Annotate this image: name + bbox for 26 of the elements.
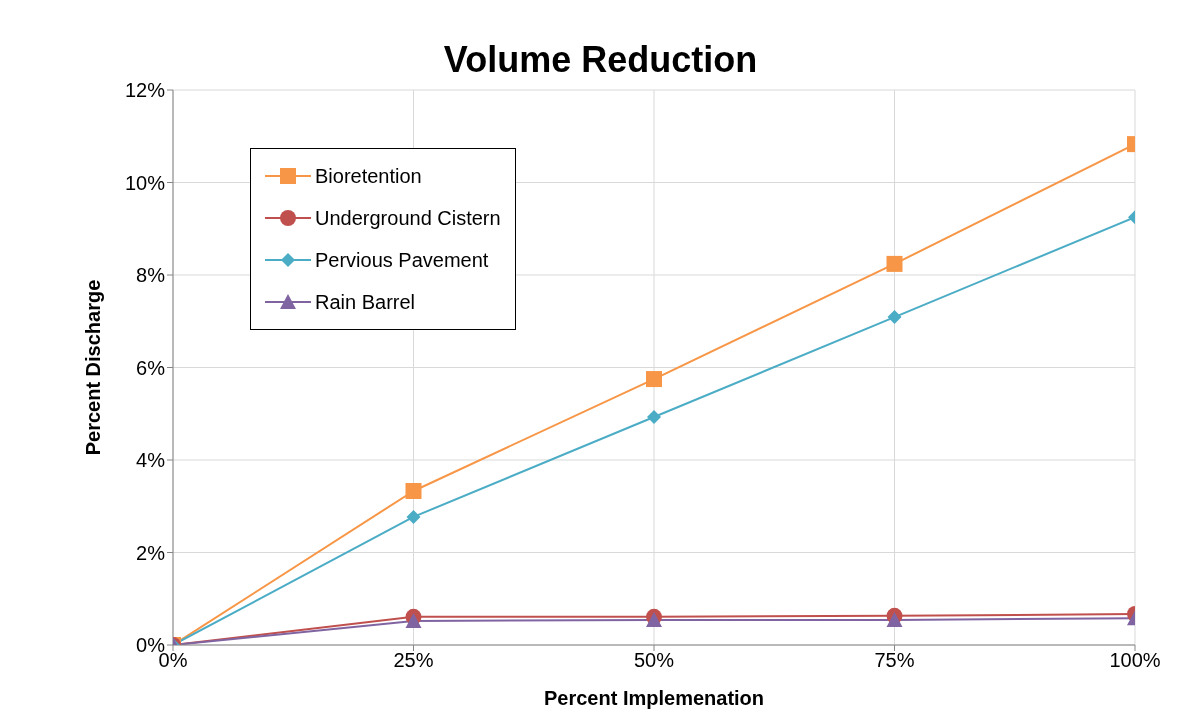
x-axis-title: Percent Implemenation bbox=[543, 687, 765, 709]
point bbox=[646, 612, 662, 628]
x-tick-label: 75% bbox=[874, 649, 915, 672]
y-tick-label: 8% bbox=[136, 264, 166, 287]
y-tick-label: 6% bbox=[136, 356, 166, 379]
x-tick-label: 50% bbox=[633, 649, 675, 672]
point bbox=[406, 509, 421, 524]
legend-label: Rain Barrel bbox=[315, 290, 416, 314]
y-axis-title: Percent Discharge bbox=[82, 279, 105, 456]
legend-label: Underground Cistern bbox=[315, 206, 501, 230]
y-tick-label: 2% bbox=[136, 541, 166, 564]
legend-label: Pervious Pavement bbox=[315, 248, 489, 272]
point bbox=[886, 255, 903, 272]
point bbox=[405, 482, 422, 499]
x-tick-label: 100% bbox=[1109, 649, 1161, 672]
point bbox=[646, 371, 662, 388]
legend-label: Bioretention bbox=[315, 164, 422, 188]
point bbox=[886, 612, 903, 628]
y-tick-label: 4% bbox=[136, 449, 166, 472]
point bbox=[405, 612, 422, 628]
x-tick-label: 25% bbox=[393, 649, 434, 672]
point bbox=[647, 409, 661, 424]
chart-title: Volume Reduction bbox=[442, 39, 759, 80]
y-tick-label: 12% bbox=[124, 79, 166, 102]
y-tick-label: 10% bbox=[124, 171, 166, 194]
point bbox=[887, 310, 902, 325]
